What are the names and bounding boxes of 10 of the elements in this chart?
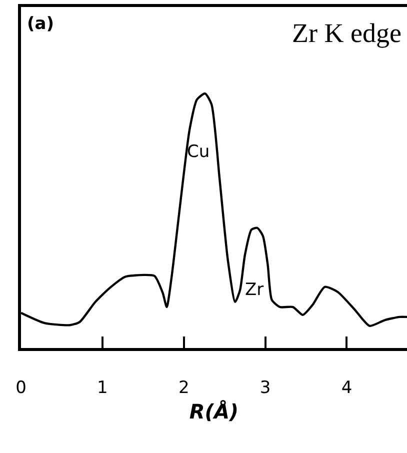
x-tick-label: 4 (341, 378, 352, 398)
annotation: Zr (245, 280, 264, 300)
x-tick-label: 1 (97, 378, 108, 398)
annotation: Cu (187, 142, 210, 162)
x-axis-title: R(Å) (189, 400, 239, 424)
x-tick-label: 0 (16, 378, 26, 398)
text: (a) (27, 14, 54, 34)
chart-title: Zr K edge (292, 18, 402, 48)
x-tick-label: 3 (260, 378, 271, 398)
x-tick-label: 2 (178, 378, 190, 398)
